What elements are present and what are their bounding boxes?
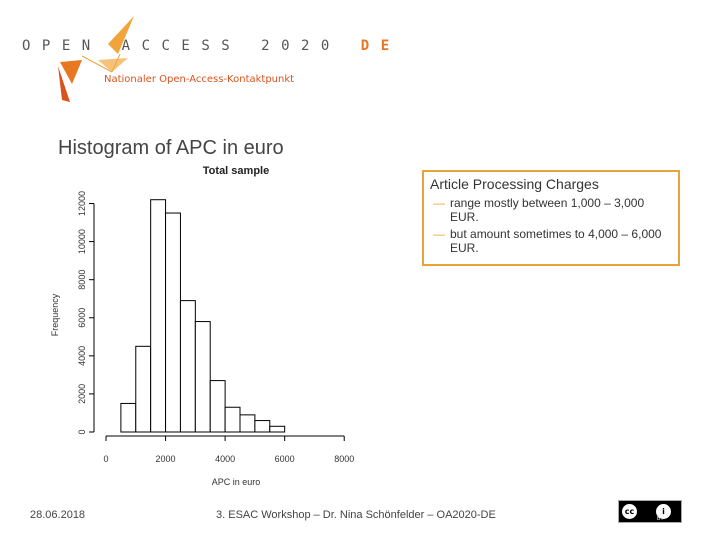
y-tick-label: 2000: [77, 384, 87, 404]
histogram-bar: [165, 212, 181, 433]
histogram-bar: [224, 406, 241, 433]
x-axis: 0 2000 4000 6000 8000: [103, 435, 354, 464]
histogram-chart: Total sample 0 2000 4000 6000 8000 0 2000 4000…: [50, 165, 354, 487]
y-tick-label: 0: [77, 429, 87, 434]
callout-bullet-list: — range mostly between 1,000 – 3,000 EUR…: [430, 196, 672, 255]
logo-shape-gold: [108, 16, 134, 54]
y-tick-label: 10000: [77, 229, 87, 254]
histogram-bar: [120, 402, 137, 433]
histogram-bar: [135, 345, 152, 433]
apc-callout: Article Processing Charges — range mostl…: [422, 170, 680, 266]
y-tick-label: 8000: [77, 270, 87, 290]
callout-bullet-text: range mostly between 1,000 – 3,000 EUR.: [450, 196, 645, 224]
histogram-bar: [239, 414, 256, 433]
logo-line-1: [81, 55, 113, 73]
cc-by-license-badge: cc i BY: [618, 500, 682, 523]
bullet-dash-icon: —: [433, 227, 445, 241]
x-tick-label: 0: [103, 454, 108, 464]
y-tick-label: 12000: [77, 191, 87, 216]
logo-shape-red: [58, 66, 70, 102]
footer-event: 3. ESAC Workshop – Dr. Nina Schönfelder …: [216, 509, 496, 521]
logo: OPEN ACCESS 2020 DE Nationaler Open-Acce…: [0, 0, 400, 110]
x-tick-label: 4000: [215, 454, 235, 464]
logo-graphic: [58, 16, 134, 102]
bullet-dash-icon: —: [433, 196, 445, 210]
histogram-bar: [209, 380, 226, 433]
y-axis-label: Frequency: [50, 293, 60, 336]
histogram-bar: [179, 300, 196, 433]
creative-commons-icon: cc: [621, 503, 638, 520]
histogram-bars: [120, 199, 286, 433]
x-tick-label: 6000: [275, 454, 295, 464]
x-axis-label: APC in euro: [212, 477, 261, 487]
footer-date: 28.06.2018: [30, 509, 86, 521]
histogram-bar: [194, 321, 211, 433]
logo-title-main: OPEN ACCESS 2020: [22, 38, 361, 54]
logo-shape-gold-light: [98, 58, 128, 72]
chart-title: Total sample: [203, 165, 269, 177]
logo-title-accent: DE: [360, 38, 401, 54]
callout-bullet: — but amount sometimes to 4,000 – 6,000 …: [430, 227, 672, 255]
logo-subtitle: Nationaler Open-Access-Kontaktpunkt: [104, 74, 295, 85]
callout-bullet-text: but amount sometimes to 4,000 – 6,000 EU…: [450, 227, 662, 255]
x-tick-label: 2000: [156, 454, 176, 464]
histogram-bar: [150, 199, 167, 433]
callout-bullet: — range mostly between 1,000 – 3,000 EUR…: [430, 196, 672, 224]
logo-shape-orange: [60, 60, 82, 84]
logo-line-2: [111, 53, 121, 73]
callout-title: Article Processing Charges: [430, 176, 599, 192]
histogram-bar: [269, 425, 286, 433]
x-tick-label: 8000: [334, 454, 354, 464]
license-by-label: BY: [657, 516, 664, 522]
y-tick-label: 6000: [77, 308, 87, 328]
y-tick-label: 4000: [77, 346, 87, 366]
slide-heading: Histogram of APC in euro: [58, 137, 284, 159]
y-axis: 0 2000 4000 6000 8000 10000 12000: [77, 191, 95, 435]
logo-title: OPEN ACCESS 2020 DE: [22, 38, 401, 54]
histogram-bar: [254, 420, 271, 433]
attribution-icon: i: [655, 503, 672, 520]
